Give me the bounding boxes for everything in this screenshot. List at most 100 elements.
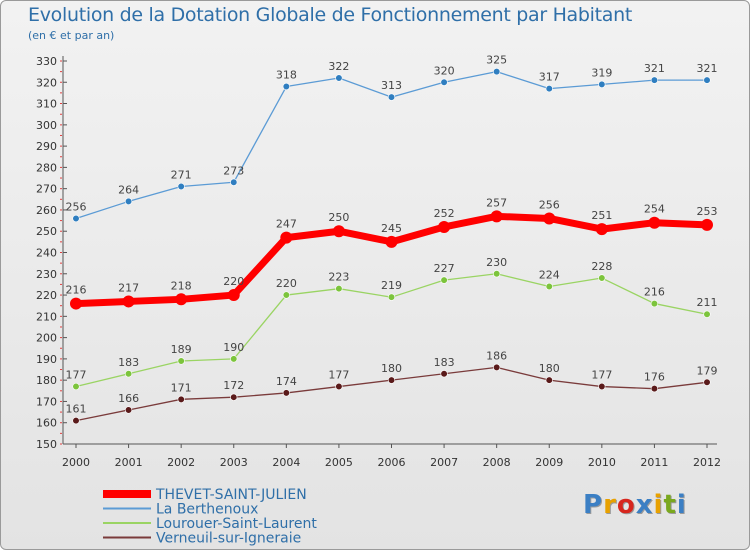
y-tick-label: 200 <box>36 332 57 345</box>
data-point <box>493 270 501 278</box>
y-tick-label: 230 <box>36 268 57 281</box>
data-point <box>72 214 80 223</box>
x-tick-label: 2007 <box>430 456 458 469</box>
data-point <box>124 197 133 206</box>
data-label: 216 <box>644 286 665 299</box>
data-point <box>124 370 133 378</box>
data-point <box>493 68 501 76</box>
data-point <box>72 382 80 391</box>
data-label: 318 <box>276 69 297 82</box>
data-point <box>124 406 133 414</box>
y-tick-label: 170 <box>36 395 57 408</box>
data-point <box>440 276 448 284</box>
data-label: 211 <box>697 296 718 309</box>
data-label: 313 <box>381 79 402 92</box>
data-label: 179 <box>697 364 718 377</box>
data-label: 252 <box>434 207 455 220</box>
data-point <box>282 82 290 91</box>
data-label: 161 <box>66 403 87 416</box>
data-point <box>701 218 713 231</box>
data-point <box>175 293 188 306</box>
data-point <box>650 76 659 84</box>
data-point <box>545 282 553 291</box>
data-label: 220 <box>223 275 244 288</box>
data-label: 216 <box>66 284 87 297</box>
y-tick-label: 160 <box>36 417 57 430</box>
logo-letter: o <box>616 490 636 520</box>
data-point <box>703 76 711 84</box>
data-point <box>335 382 343 391</box>
legend-label-thevet-saint-julien: THEVET-SAINT-JULIEN <box>155 487 307 503</box>
data-point <box>335 285 343 293</box>
data-label: 166 <box>118 392 139 405</box>
legend-label-verneuil-sur-igneraie: Verneuil-sur-Igneraie <box>156 531 301 547</box>
y-tick-label: 320 <box>36 76 57 89</box>
data-label: 271 <box>171 169 192 182</box>
data-point <box>227 289 240 302</box>
data-label: 245 <box>381 222 402 235</box>
logo-letter: i <box>676 490 687 520</box>
data-point <box>440 78 448 86</box>
data-label: 273 <box>223 164 244 177</box>
data-label: 180 <box>539 362 560 375</box>
data-point <box>438 220 451 233</box>
data-point <box>122 295 135 308</box>
data-label: 317 <box>539 71 560 84</box>
legend-label-la-berthenoux: La Berthenoux <box>156 502 258 518</box>
data-label: 321 <box>697 62 718 75</box>
x-tick-label: 2001 <box>115 456 143 469</box>
data-label: 254 <box>644 203 665 216</box>
logo-letter: i <box>653 490 664 520</box>
data-point <box>230 393 238 401</box>
data-point <box>493 363 501 372</box>
data-label: 319 <box>591 66 612 79</box>
data-point <box>70 297 82 310</box>
data-point <box>598 382 606 391</box>
data-label: 177 <box>328 369 349 382</box>
data-label: 325 <box>486 54 507 67</box>
data-point <box>545 376 553 384</box>
data-label: 183 <box>434 356 455 369</box>
x-tick-label: 2008 <box>483 456 511 469</box>
data-point <box>282 291 290 299</box>
x-tick-label: 2005 <box>325 456 353 469</box>
data-label: 190 <box>223 341 244 354</box>
data-label: 172 <box>223 379 244 392</box>
data-label: 219 <box>381 279 402 292</box>
data-point <box>177 395 185 403</box>
x-tick-label: 2004 <box>272 456 300 469</box>
data-point <box>648 216 661 229</box>
logo-letter: P <box>583 490 604 520</box>
y-tick-label: 300 <box>36 119 57 132</box>
data-label: 256 <box>66 200 87 213</box>
data-label: 320 <box>434 64 455 77</box>
data-label: 177 <box>591 369 612 382</box>
y-tick-label: 280 <box>36 161 57 174</box>
data-label: 186 <box>486 349 507 362</box>
data-point <box>490 210 503 223</box>
data-point <box>703 310 711 318</box>
data-label: 257 <box>486 196 507 209</box>
data-label: 223 <box>328 271 349 284</box>
y-tick-label: 330 <box>36 55 57 68</box>
data-point <box>440 370 448 378</box>
y-tick-label: 260 <box>36 204 57 217</box>
data-point <box>650 299 659 308</box>
data-label: 321 <box>644 62 665 75</box>
y-tick-label: 310 <box>36 98 57 111</box>
data-point <box>387 293 396 301</box>
x-tick-label: 2012 <box>693 456 721 469</box>
y-tick-label: 190 <box>36 353 57 366</box>
data-label: 171 <box>171 381 192 394</box>
data-point <box>387 93 396 101</box>
data-point <box>385 235 398 248</box>
logo-letter: r <box>603 490 617 520</box>
proxiti-logo: Proxiti <box>583 490 687 520</box>
x-tick-label: 2000 <box>62 456 90 469</box>
data-label: 256 <box>539 198 560 211</box>
data-point <box>387 376 396 384</box>
data-point <box>595 223 608 236</box>
data-label: 220 <box>276 277 297 290</box>
data-point <box>72 416 80 425</box>
y-tick-label: 240 <box>36 247 57 260</box>
